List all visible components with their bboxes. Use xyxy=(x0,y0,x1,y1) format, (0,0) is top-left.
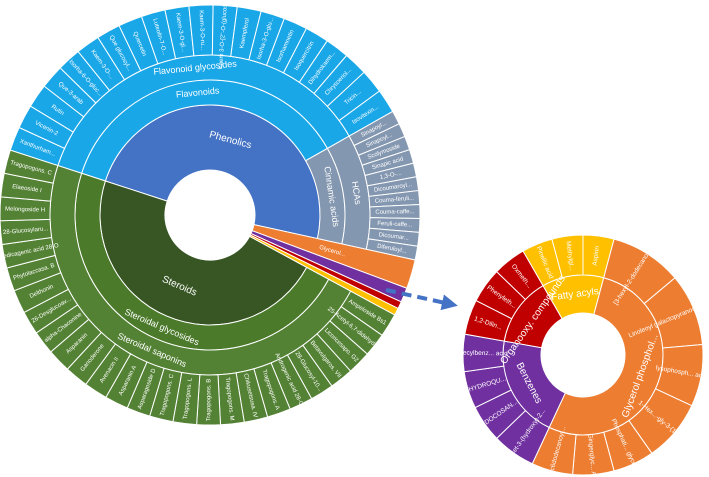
segment-label: Tragopogons. M xyxy=(224,377,235,421)
segment-label: Couma-caffe... xyxy=(375,209,415,216)
zoom-arrow xyxy=(385,288,458,311)
segment-label: Feruli-caffe... xyxy=(377,221,412,229)
segment-label: HCAs xyxy=(350,181,363,206)
segment-label: Kaem 3-O-[2''-O-(glucosyl)]... xyxy=(218,0,230,69)
segment-label: Kaem-3-O-ru... xyxy=(198,10,206,51)
segment-label: Dicoumar... xyxy=(378,232,409,242)
segment-label: Gingerglyc... A xyxy=(586,433,597,476)
segment-label: Diferuloyl... xyxy=(377,244,408,255)
segment-label: Flavonoids xyxy=(175,85,220,99)
segment-label: Kaempferol xyxy=(239,18,251,49)
segment-label: Dicoumaroyl... xyxy=(374,182,413,194)
segment-label: Aspirin xyxy=(592,245,602,266)
leaf-segment xyxy=(3,149,59,184)
segment-label: Tragopogons. L xyxy=(183,377,194,420)
segment-label: Tragopogons. B xyxy=(206,379,212,422)
segment-label: Melongoside H xyxy=(5,207,45,214)
segment-label: 28-Glucosylaru... xyxy=(3,226,49,236)
segment-label: Methylgl... xyxy=(564,241,575,271)
segment-label: 1,3-O-... xyxy=(379,170,402,181)
segment-label: Decylbenz... acid xyxy=(458,350,508,358)
segment-label: Elaeoside I xyxy=(12,184,43,194)
leaf-segment xyxy=(495,250,544,301)
segment-label: Couma-feruli... xyxy=(375,196,415,205)
